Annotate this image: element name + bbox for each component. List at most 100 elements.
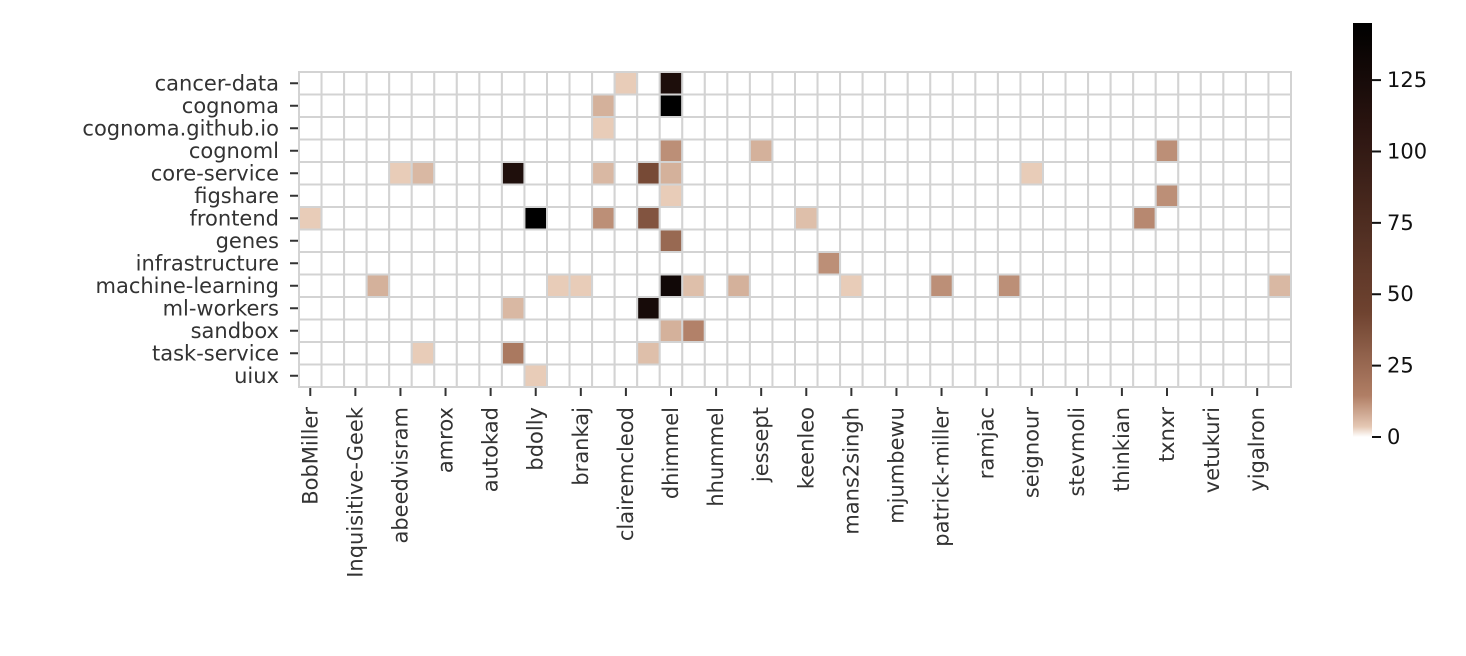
heatmap-cell — [794, 251, 819, 276]
heatmap-cell — [861, 93, 887, 118]
heatmap-cell — [1064, 228, 1090, 253]
heatmap-cell — [1087, 363, 1112, 388]
heatmap-cell — [320, 161, 346, 186]
heatmap-cell — [343, 183, 368, 208]
heatmap-cell — [771, 251, 797, 276]
heatmap-cell — [298, 116, 323, 141]
heatmap-cell — [861, 341, 887, 366]
heatmap-cell — [794, 183, 819, 208]
heatmap-cell — [1064, 318, 1090, 343]
heatmap-cell — [1267, 273, 1292, 298]
heatmap-cell — [433, 341, 458, 366]
y-tick-label: machine-learning — [96, 274, 280, 298]
heatmap-cell — [703, 228, 729, 253]
heatmap-cell — [1244, 206, 1270, 231]
x-tick-label: autokad — [479, 407, 503, 492]
heatmap-cell — [884, 116, 909, 141]
heatmap-cell — [320, 71, 346, 96]
heatmap-cell — [839, 341, 864, 366]
heatmap-cell — [726, 71, 751, 96]
heatmap-cell — [1199, 318, 1225, 343]
heatmap-cell — [591, 251, 616, 276]
heatmap-cell — [613, 183, 639, 208]
heatmap-cell — [771, 318, 797, 343]
x-tick-label: txnxr — [1155, 407, 1179, 462]
heatmap-cell — [1064, 363, 1090, 388]
y-tick-label: ml-workers — [163, 296, 279, 320]
heatmap-cell — [1019, 71, 1045, 96]
heatmap-cell — [1019, 318, 1045, 343]
heatmap-cell — [906, 71, 932, 96]
heatmap-cell — [613, 251, 639, 276]
heatmap-cell — [523, 161, 549, 186]
heatmap-cell — [613, 161, 639, 186]
heatmap-cell — [433, 228, 458, 253]
heatmap-cell — [1042, 318, 1067, 343]
heatmap-cell — [1064, 296, 1090, 321]
colorbar-tick-label: 0 — [1387, 425, 1400, 449]
heatmap-cell — [613, 318, 639, 343]
heatmap-cell — [1064, 183, 1090, 208]
heatmap-cell — [929, 318, 954, 343]
heatmap-cell — [681, 183, 706, 208]
heatmap-cell — [1244, 93, 1270, 118]
heatmap-cell — [748, 71, 774, 96]
heatmap-cell — [1222, 116, 1247, 141]
heatmap-cell — [839, 138, 864, 163]
heatmap-cell — [1132, 93, 1157, 118]
heatmap-cell — [1199, 273, 1225, 298]
heatmap-cell — [433, 161, 458, 186]
heatmap-cell — [320, 93, 346, 118]
heatmap-cell — [884, 273, 909, 298]
heatmap-cell — [1064, 273, 1090, 298]
heatmap-cell — [1132, 138, 1157, 163]
heatmap-cell — [1154, 138, 1180, 163]
heatmap-cell — [681, 71, 706, 96]
heatmap-cell — [726, 273, 751, 298]
heatmap-cell — [1019, 93, 1045, 118]
heatmap-cell — [703, 251, 729, 276]
y-tick-label: task-service — [152, 341, 279, 365]
heatmap-cell — [906, 228, 932, 253]
heatmap-cell — [365, 363, 391, 388]
heatmap-cell — [591, 116, 616, 141]
heatmap-cell — [1267, 116, 1292, 141]
heatmap-cell — [546, 138, 571, 163]
heatmap-cell — [816, 116, 842, 141]
heatmap-cell — [861, 71, 887, 96]
heatmap-cell — [1019, 183, 1045, 208]
heatmap-cell — [343, 228, 368, 253]
heatmap-cell — [703, 161, 729, 186]
heatmap-cell — [794, 318, 819, 343]
heatmap-cell — [388, 161, 413, 186]
heatmap-cell — [658, 273, 684, 298]
heatmap-cell — [951, 183, 977, 208]
heatmap-cell — [726, 363, 751, 388]
x-tick-label: stevmoli — [1065, 407, 1089, 497]
heatmap-cell — [546, 363, 571, 388]
heatmap-cell — [1267, 228, 1292, 253]
heatmap-cell — [951, 161, 977, 186]
heatmap-cell — [523, 251, 549, 276]
heatmap-cell — [839, 206, 864, 231]
heatmap-cell — [568, 363, 594, 388]
heatmap-cell — [1109, 273, 1135, 298]
heatmap-cell — [365, 228, 391, 253]
heatmap-cell — [455, 183, 481, 208]
heatmap-cell — [320, 183, 346, 208]
heatmap-cell — [816, 296, 842, 321]
heatmap-cell — [478, 161, 503, 186]
heatmap-cell — [1222, 93, 1247, 118]
heatmap-cell — [771, 363, 797, 388]
heatmap-cell — [343, 116, 368, 141]
heatmap-cell — [343, 161, 368, 186]
heatmap-cell — [298, 318, 323, 343]
heatmap-cell — [1267, 318, 1292, 343]
heatmap-cell — [726, 138, 751, 163]
heatmap-cell — [1042, 71, 1067, 96]
heatmap-cell — [568, 161, 594, 186]
heatmap-cell — [771, 273, 797, 298]
heatmap-cell — [681, 116, 706, 141]
heatmap-cell — [388, 341, 413, 366]
